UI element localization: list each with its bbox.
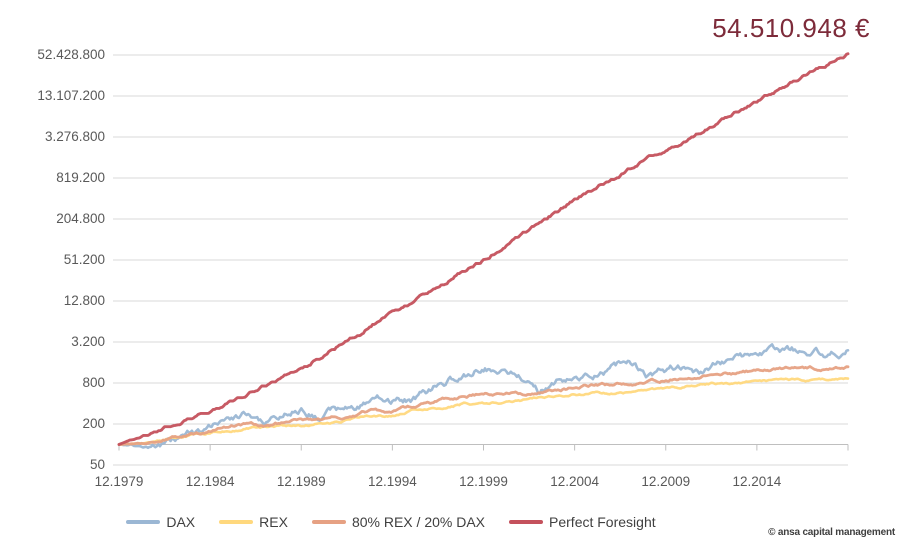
legend-label: 80% REX / 20% DAX	[351, 514, 486, 530]
x-axis-label: 12.2009	[641, 474, 691, 489]
x-axis-label: 12.1994	[367, 474, 417, 489]
legend-label: Perfect Foresight	[549, 514, 656, 530]
rex-line-swatch	[219, 520, 254, 524]
blend-line-swatch	[311, 520, 346, 524]
x-axis-label: 12.1984	[185, 474, 235, 489]
watermark: © ansa capital management	[768, 527, 895, 538]
y-axis-label: 52.428.800	[37, 47, 105, 62]
y-axis-label: 3.276.800	[44, 129, 105, 144]
series-line-perfect-foresight	[117, 52, 850, 446]
perfect-foresight-line-swatch	[509, 520, 544, 524]
x-axis-label: 12.1979	[94, 474, 144, 489]
y-axis-label: 13.107.200	[37, 88, 105, 103]
legend-label: REX	[259, 514, 288, 530]
y-axis-label: 204.800	[56, 211, 105, 226]
series-line-rex	[117, 376, 850, 446]
x-axis-label: 12.1999	[459, 474, 508, 489]
y-axis-label: 200	[82, 416, 105, 431]
legend-item-blend: 80% REX / 20% DAX	[311, 514, 486, 530]
dax-line-swatch	[126, 520, 161, 524]
x-axis-label: 12.2014	[732, 474, 782, 489]
y-axis-label: 3.200	[71, 334, 105, 349]
y-axis-label: 51.200	[63, 252, 105, 267]
chart-legend: DAX REX 80% REX / 20% DAX Perfect Foresi…	[0, 514, 902, 530]
legend-item-rex: REX	[219, 514, 288, 530]
x-axis-label: 12.2004	[550, 474, 600, 489]
legend-item-dax: DAX	[126, 514, 195, 530]
series-line-dax	[117, 343, 850, 450]
y-axis-label: 800	[82, 375, 105, 390]
x-axis-label: 12.1989	[276, 474, 326, 489]
series-line-blend	[117, 365, 850, 446]
legend-label: DAX	[166, 514, 196, 530]
y-axis-label: 819.200	[56, 170, 105, 185]
y-axis-label: 50	[89, 457, 105, 472]
legend-item-perfect-foresight: Perfect Foresight	[509, 514, 656, 530]
final-value-annotation: 54.510.948 €	[712, 13, 870, 43]
y-axis-label: 12.800	[63, 293, 105, 308]
